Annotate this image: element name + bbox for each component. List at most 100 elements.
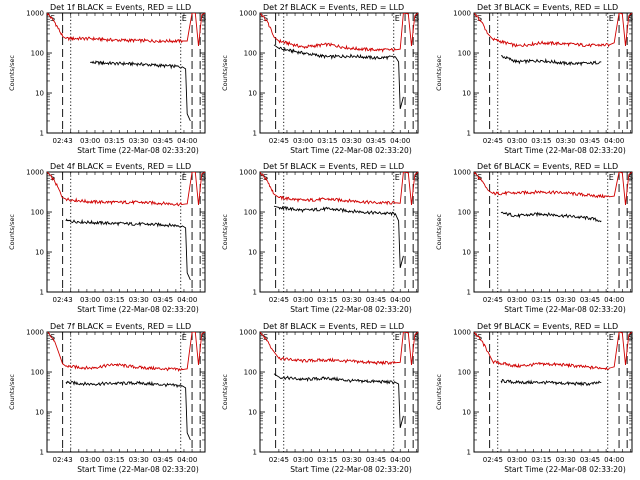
marker-label: S — [50, 173, 55, 182]
x-tick-label: 02:45 — [483, 456, 503, 464]
marker-label: E — [182, 333, 187, 342]
series-line-lld — [260, 13, 418, 53]
plot-frame — [46, 171, 206, 293]
marker-label: E — [395, 173, 400, 182]
panel-det-1f: Det 1f BLACK = Events, RED = LLD Counts/s… — [8, 3, 206, 155]
y-tick-label: 10 — [35, 90, 44, 98]
y-tick-label: 1 — [467, 449, 471, 457]
marker-label: S — [201, 333, 206, 342]
series-line-lld — [474, 332, 632, 371]
marker-label: E — [182, 173, 187, 182]
x-tick-label: 03:45 — [366, 456, 386, 464]
x-tick-label: 03:00 — [293, 137, 313, 145]
plot-frame — [46, 331, 206, 453]
y-tick-label: 1 — [40, 289, 44, 297]
x-axis-label: Start Time (22-Mar-08 02:33:20) — [77, 305, 199, 314]
marker-label: E — [609, 14, 614, 23]
y-tick-label: 1000 — [26, 329, 44, 337]
plot-frame — [46, 12, 206, 134]
panel-det-4f: Det 4f BLACK = Events, RED = LLD Counts/s… — [8, 162, 206, 314]
y-tick-label: 10 — [248, 90, 257, 98]
x-tick-label: 03:45 — [153, 137, 173, 145]
panel-title: Det 5f BLACK = Events, RED = LLD — [263, 162, 404, 171]
marker-label: S — [628, 14, 633, 23]
y-tick-label: 1000 — [26, 169, 44, 177]
x-tick-label: 02:43 — [53, 296, 73, 304]
x-tick-label: 02:45 — [483, 296, 503, 304]
panel-title: Det 4f BLACK = Events, RED = LLD — [50, 162, 191, 171]
x-tick-label: 03:30 — [556, 296, 576, 304]
x-tick-label: 03:15 — [104, 296, 124, 304]
x-tick-label: 04:00 — [177, 296, 197, 304]
y-tick-label: 1000 — [453, 10, 471, 18]
y-tick-label: 100 — [31, 209, 44, 217]
marker-label: S — [263, 173, 268, 182]
x-tick-label: 04:00 — [604, 456, 624, 464]
x-tick-label: 03:45 — [580, 456, 600, 464]
x-tick-label: 03:30 — [342, 296, 362, 304]
y-tick-label: 1 — [40, 449, 44, 457]
series-line-lld — [474, 172, 632, 206]
panel-det-6f: Det 6f BLACK = Events, RED = LLD Counts/s… — [435, 162, 633, 314]
y-axis-label: Counts/sec — [8, 214, 16, 250]
y-tick-label: 100 — [458, 369, 471, 377]
x-tick-label: 02:45 — [269, 296, 289, 304]
y-tick-label: 100 — [458, 50, 471, 58]
marker-label: E — [609, 333, 614, 342]
x-tick-label: 03:00 — [507, 456, 527, 464]
x-tick-label: 03:45 — [366, 137, 386, 145]
x-tick-label: 03:30 — [129, 296, 149, 304]
x-tick-label: 03:00 — [80, 137, 100, 145]
panel-title: Det 8f BLACK = Events, RED = LLD — [263, 322, 404, 331]
x-axis-label: Start Time (22-Mar-08 02:33:20) — [504, 305, 626, 314]
x-tick-label: 03:30 — [556, 137, 576, 145]
x-tick-label: 02:45 — [269, 137, 289, 145]
y-tick-label: 10 — [462, 249, 471, 257]
y-tick-label: 1 — [253, 130, 257, 138]
x-tick-label: 03:30 — [129, 456, 149, 464]
y-tick-label: 1 — [253, 449, 257, 457]
panel-title: Det 6f BLACK = Events, RED = LLD — [477, 162, 618, 171]
x-tick-label: 03:00 — [507, 296, 527, 304]
x-tick-label: 04:00 — [390, 137, 410, 145]
x-axis-label: Start Time (22-Mar-08 02:33:20) — [504, 146, 626, 155]
y-axis-label: Counts/sec — [221, 214, 229, 250]
y-tick-label: 100 — [244, 369, 257, 377]
x-tick-label: 04:00 — [390, 296, 410, 304]
series-line-events — [65, 380, 191, 441]
panel-title: Det 2f BLACK = Events, RED = LLD — [263, 3, 404, 12]
x-tick-label: 03:45 — [366, 296, 386, 304]
series-line-events — [500, 55, 602, 67]
y-tick-label: 100 — [31, 369, 44, 377]
series-line-lld — [260, 172, 418, 206]
series-line-events — [273, 373, 404, 429]
x-axis-label: Start Time (22-Mar-08 02:33:20) — [77, 146, 199, 155]
marker-label: S — [477, 14, 482, 23]
marker-label: E — [182, 14, 187, 23]
plot-frame — [259, 331, 419, 453]
y-tick-label: 1 — [467, 289, 471, 297]
y-tick-label: 100 — [244, 209, 257, 217]
x-tick-label: 03:00 — [507, 137, 527, 145]
x-tick-label: 03:00 — [80, 296, 100, 304]
x-tick-label: 03:15 — [317, 137, 337, 145]
series-line-events — [500, 379, 602, 387]
panel-det-2f: Det 2f BLACK = Events, RED = LLD Counts/s… — [221, 3, 419, 155]
x-tick-label: 03:15 — [531, 137, 551, 145]
marker-label: S — [263, 14, 268, 23]
x-tick-label: 03:45 — [580, 296, 600, 304]
marker-label: S — [50, 333, 55, 342]
marker-label: S — [201, 14, 206, 23]
marker-label: S — [414, 173, 419, 182]
y-axis-label: Counts/sec — [221, 55, 229, 91]
y-tick-label: 10 — [248, 409, 257, 417]
x-tick-label: 04:00 — [390, 456, 410, 464]
panel-det-9f: Det 9f BLACK = Events, RED = LLD Counts/s… — [435, 322, 633, 474]
series-line-events — [500, 211, 602, 223]
x-tick-label: 04:00 — [604, 296, 624, 304]
x-tick-label: 03:00 — [293, 456, 313, 464]
panel-det-8f: Det 8f BLACK = Events, RED = LLD Counts/s… — [221, 322, 419, 474]
x-tick-label: 02:43 — [53, 137, 73, 145]
x-tick-label: 03:15 — [531, 296, 551, 304]
x-tick-label: 03:30 — [556, 456, 576, 464]
